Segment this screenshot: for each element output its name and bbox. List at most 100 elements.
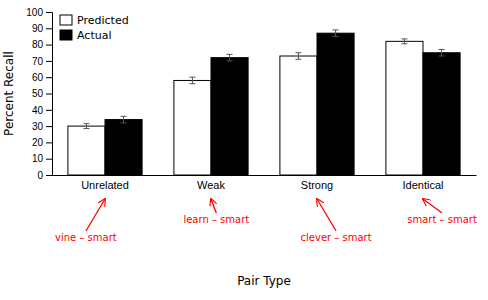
tick-label: Identical [403,179,444,191]
tick: 100 [26,7,52,18]
error-bar [227,54,233,61]
error-bar-line [441,49,442,56]
error-bar-cap [83,128,89,129]
tick-label: 0 [37,170,43,181]
error-bar-line [298,53,299,60]
error-bar [333,30,339,37]
chart: 0 10 20 30 40 50 60 70 80 90 100 Unrelated Weak Stron… [0,0,488,300]
tick: 90 [32,23,52,34]
axis-line [46,13,53,176]
error-bar [401,39,407,44]
legend-swatch [60,30,72,40]
error-bar-cap [189,83,195,84]
error-bar-cap [121,116,127,117]
tick: Strong [301,175,333,191]
tick-mark [46,28,52,29]
tick-label: 100 [26,7,43,18]
error-bar-cap [83,123,89,124]
error-bar [189,77,195,84]
tick: 30 [32,121,52,132]
tick-mark [46,110,52,111]
error-bar [121,116,127,123]
error-bar-cap [227,60,233,61]
annotation: clever – smart [301,232,372,243]
x-axis: Unrelated Weak Strong Identical [53,175,477,191]
annotation-arrow [211,199,216,213]
legend-swatch [60,15,72,25]
tick-label: Weak [197,179,225,191]
error-bar-cap [401,43,407,44]
error-bar-cap [295,59,301,60]
tick: Unrelated [81,175,129,191]
tick-label: Unrelated [81,179,129,191]
tick-label: 40 [32,105,44,116]
x-axis-title: Pair Type [237,274,291,288]
error-bar-cap [401,38,407,39]
error-bar [439,49,445,56]
tick-mark [46,77,52,78]
bar [280,56,317,175]
tick-mark [46,94,52,95]
tick-label: Strong [301,179,333,191]
tick: 10 [32,153,52,164]
error-bar-line [404,39,405,44]
tick: 70 [32,56,52,67]
bar [386,41,423,175]
bar [211,58,248,175]
tick-label: 20 [32,137,44,148]
tick-mark [46,12,52,13]
tick-label: 70 [32,56,44,67]
bar [105,120,142,175]
annotation-arrow [423,199,442,213]
tick: 20 [32,137,52,148]
legend-item: Predicted [60,14,129,27]
error-bar-cap [227,54,233,55]
error-bar-cap [439,56,445,57]
tick-label: 50 [32,88,44,99]
bar [174,80,211,175]
legend: Predicted Actual [60,14,129,42]
error-bar-cap [333,29,339,30]
tick: 50 [32,88,52,99]
error-bar-line [192,77,193,84]
tick-mark [46,45,52,46]
legend-label: Actual [77,29,111,42]
error-bar [295,53,301,60]
annotation: vine – smart [55,232,117,243]
tick-mark [46,126,52,127]
tick-mark [46,61,52,62]
annotation: smart – smart [407,214,477,225]
plot: 0 10 20 30 40 50 60 70 80 90 100 Unrelated Weak Stron… [2,7,477,288]
bar [317,33,354,175]
tick: 80 [32,39,52,50]
y-axis: 0 10 20 30 40 50 60 70 80 90 100 [26,7,52,181]
tick-label: 90 [32,23,44,34]
legend-label: Predicted [77,14,129,27]
error-bar-cap [121,122,127,123]
tick: 0 [37,170,52,181]
tick-label: 60 [32,72,44,83]
annotation-arrow [86,199,105,231]
annotation-arrow [317,199,336,231]
tick: Weak [197,175,225,191]
error-bar-line [335,30,336,37]
tick: 40 [32,105,52,116]
y-axis-title: Percent Recall [2,51,16,136]
error-bar-cap [333,36,339,37]
error-bar-line [86,124,87,129]
series [105,30,460,175]
error-bar-cap [439,49,445,50]
axis-line [53,175,477,176]
marks [68,30,460,175]
error-bar [83,124,89,129]
tick-label: 10 [32,153,44,164]
tick-mark [46,159,52,160]
tick-label: 30 [32,121,44,132]
annotations: vine – smart learn – smart clever – smart s… [55,199,477,243]
error-bar-cap [295,52,301,53]
annotation: learn – smart [183,214,249,225]
tick-label: 80 [32,39,44,50]
bar [68,126,105,175]
error-bar-line [229,54,230,61]
tick-mark [46,142,52,143]
